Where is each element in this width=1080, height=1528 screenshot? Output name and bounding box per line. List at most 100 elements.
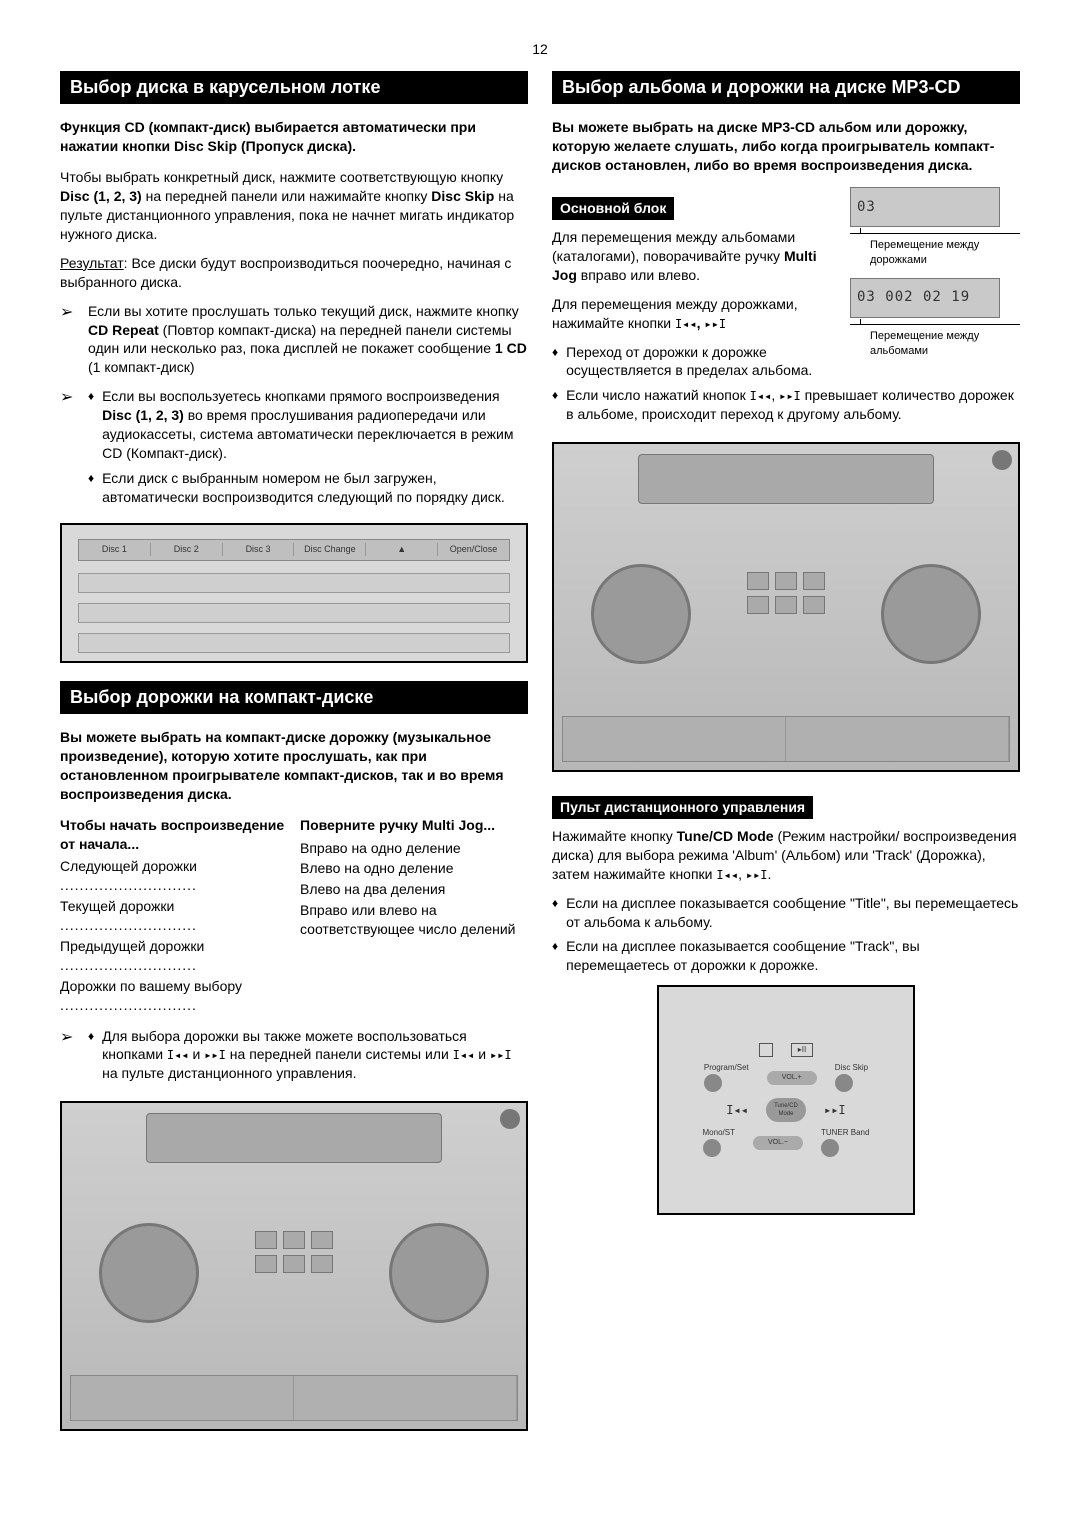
tuner-band-label: TUNER Band xyxy=(821,1128,869,1157)
skip-back-icon: I◂◂ xyxy=(726,1102,748,1118)
table-row: Вправо или влево на соответствующее числ… xyxy=(300,901,528,939)
arrow1-content: Если вы хотите прослушать только текущий… xyxy=(88,302,528,378)
lcd-tracks-label: Перемещение между дорожками xyxy=(850,233,1020,268)
disc-btn: Disc 3 xyxy=(223,543,295,555)
t: и xyxy=(189,1046,205,1062)
list-item: Если вы воспользуетесь кнопками прямого … xyxy=(88,387,528,463)
left-dial xyxy=(591,564,691,664)
skip-fwd-icon: ▸▸I xyxy=(824,1102,846,1118)
table-head: Поверните ручку Multi Jog... xyxy=(300,816,528,835)
vol-up-button: VOL.+ xyxy=(767,1071,817,1085)
table-col-left: Чтобы начать воспроизведение от начала..… xyxy=(60,816,288,1017)
skip-back-icon: I◂◂ xyxy=(453,1048,475,1062)
center-buttons xyxy=(255,1231,333,1273)
skip-fwd-icon: ▸▸I xyxy=(779,389,801,403)
table-row: Текущей дорожки xyxy=(60,897,288,935)
lcd-albums: 03 002 02 19 xyxy=(850,278,1000,318)
right-column: Выбор альбома и дорожки на диске MP3-CD … xyxy=(552,71,1020,1445)
disc-skip-button xyxy=(835,1074,853,1092)
table-row: Влево на одно деление xyxy=(300,859,528,878)
t: на передней панели или нажимайте кнопку xyxy=(142,188,432,204)
t: Disc (1, 2, 3) xyxy=(60,188,142,204)
t: Чтобы выбрать конкретный диск, нажмите с… xyxy=(60,169,503,185)
t: Если на дисплее показывается сообщение "… xyxy=(566,937,1020,975)
list-item: Если на дисплее показывается сообщение "… xyxy=(552,937,1020,975)
system-front-photo xyxy=(60,1101,528,1431)
vol-down-button: VOL.− xyxy=(753,1136,803,1150)
system-front-photo-2 xyxy=(552,442,1020,772)
lcd-callouts: 03 Перемещение между дорожками 03 002 02… xyxy=(850,187,1020,368)
table-head: Чтобы начать воспроизведение от начала..… xyxy=(60,816,288,854)
disc-btn: Disc Change xyxy=(294,543,366,555)
right-list2: Если на дисплее показывается сообщение "… xyxy=(552,894,1020,976)
arrow2-list: Если вы воспользуетесь кнопками прямого … xyxy=(88,387,528,506)
system-display xyxy=(638,454,935,504)
t: Если диск с выбранным номером не был заг… xyxy=(102,469,528,507)
two-column-layout: Выбор диска в карусельном лотке Функция … xyxy=(60,71,1020,1445)
disc-tray-buttons: Disc 1 Disc 2 Disc 3 Disc Change ▲ Open/… xyxy=(78,539,510,561)
list-item: Переход от дорожки к дорожке осуществляе… xyxy=(552,343,840,381)
t: CD Repeat xyxy=(88,322,159,338)
remote-top-row: ▸II xyxy=(759,1043,813,1057)
result-label: Результат xyxy=(60,255,124,271)
table-col-right: Поверните ручку Multi Jog... Вправо на о… xyxy=(300,816,528,1017)
skip-fwd-icon: ▸▸I xyxy=(490,1048,512,1062)
cassette-decks xyxy=(70,1375,518,1421)
mono-st-label: Mono/ST xyxy=(703,1128,735,1157)
left-intro2: Вы можете выбрать на компакт-диске дорож… xyxy=(60,728,528,804)
tray-slot xyxy=(78,573,510,593)
program-set-button xyxy=(704,1074,722,1092)
arrow-note-2: ➢ Если вы воспользуетесь кнопками прямог… xyxy=(60,387,528,512)
eject-icon: ▲ xyxy=(366,543,438,555)
t: (1 компакт-диск) xyxy=(88,359,195,375)
system-display xyxy=(146,1113,443,1163)
arrow-icon: ➢ xyxy=(60,1027,78,1090)
center-buttons xyxy=(747,572,825,614)
right-dial xyxy=(881,564,981,664)
program-set-label: Program/Set xyxy=(704,1063,749,1092)
arrow-note-3: ➢ Для выбора дорожки вы также можете вос… xyxy=(60,1027,528,1090)
left-h1: Выбор диска в карусельном лотке xyxy=(60,71,528,105)
skip-back-icon: I◂◂ xyxy=(167,1048,189,1062)
lcd-albums-label: Перемещение между альбомами xyxy=(850,324,1020,359)
left-h2: Выбор дорожки на компакт-диске xyxy=(60,681,528,715)
t: вправо или влево. xyxy=(577,267,700,283)
list-item: Для выбора дорожки вы также можете воспо… xyxy=(88,1027,528,1084)
tray-slot xyxy=(78,633,510,653)
track-table: Чтобы начать воспроизведение от начала..… xyxy=(60,816,528,1017)
disc-btn: Disc 1 xyxy=(79,543,151,555)
right-p3: Нажимайте кнопку Tune/CD Mode (Режим нас… xyxy=(552,827,1020,884)
t: Disc (1, 2, 3) xyxy=(102,407,184,423)
arrow-icon: ➢ xyxy=(60,302,78,378)
t: Если вы воспользуетесь кнопками прямого … xyxy=(102,388,499,404)
table-row: Следующей дорожки xyxy=(60,857,288,895)
left-para1: Чтобы выбрать конкретный диск, нажмите с… xyxy=(60,168,528,244)
t: Disc Skip xyxy=(431,188,494,204)
right-dial xyxy=(389,1223,489,1323)
skip-fwd-icon: ▸▸I xyxy=(204,1048,226,1062)
sub-remote: Пульт дистанционного управления xyxy=(552,796,813,819)
skip-back-icon: I◂◂ xyxy=(716,868,738,882)
t: Для перемещения между альбомами (каталог… xyxy=(552,229,795,264)
arrow-icon: ➢ xyxy=(60,387,78,512)
table-row: Дорожки по вашему выбору xyxy=(60,977,288,1015)
tuner-band-button xyxy=(821,1139,839,1157)
tray-slot xyxy=(78,603,510,623)
mono-st-button xyxy=(703,1139,721,1157)
table-row: Влево на два деления xyxy=(300,880,528,899)
sub-main-unit: Основной блок xyxy=(552,197,674,220)
list-item: Если число нажатий кнопок I◂◂, ▸▸I превы… xyxy=(552,386,1020,424)
remote-photo: ▸II Program/Set VOL.+ Disc Skip I◂◂ Tune… xyxy=(657,985,914,1215)
left-intro: Функция CD (компакт-диск) выбирается авт… xyxy=(60,118,528,156)
t: Если вы хотите прослушать только текущий… xyxy=(88,303,519,319)
t: Tune/CD Mode xyxy=(677,828,774,844)
t: Переход от дорожки к дорожке осуществляе… xyxy=(566,343,840,381)
stop-icon xyxy=(759,1043,773,1057)
t: на передней панели системы или xyxy=(226,1046,453,1062)
lcd-tracks: 03 xyxy=(850,187,1000,227)
t: Нажимайте кнопку xyxy=(552,828,677,844)
skip-back-icon: I◂◂ xyxy=(750,389,772,403)
arrow-note-1: ➢ Если вы хотите прослушать только текущ… xyxy=(60,302,528,378)
cassette-decks xyxy=(562,716,1010,762)
list-item: Если диск с выбранным номером не был заг… xyxy=(88,469,528,507)
